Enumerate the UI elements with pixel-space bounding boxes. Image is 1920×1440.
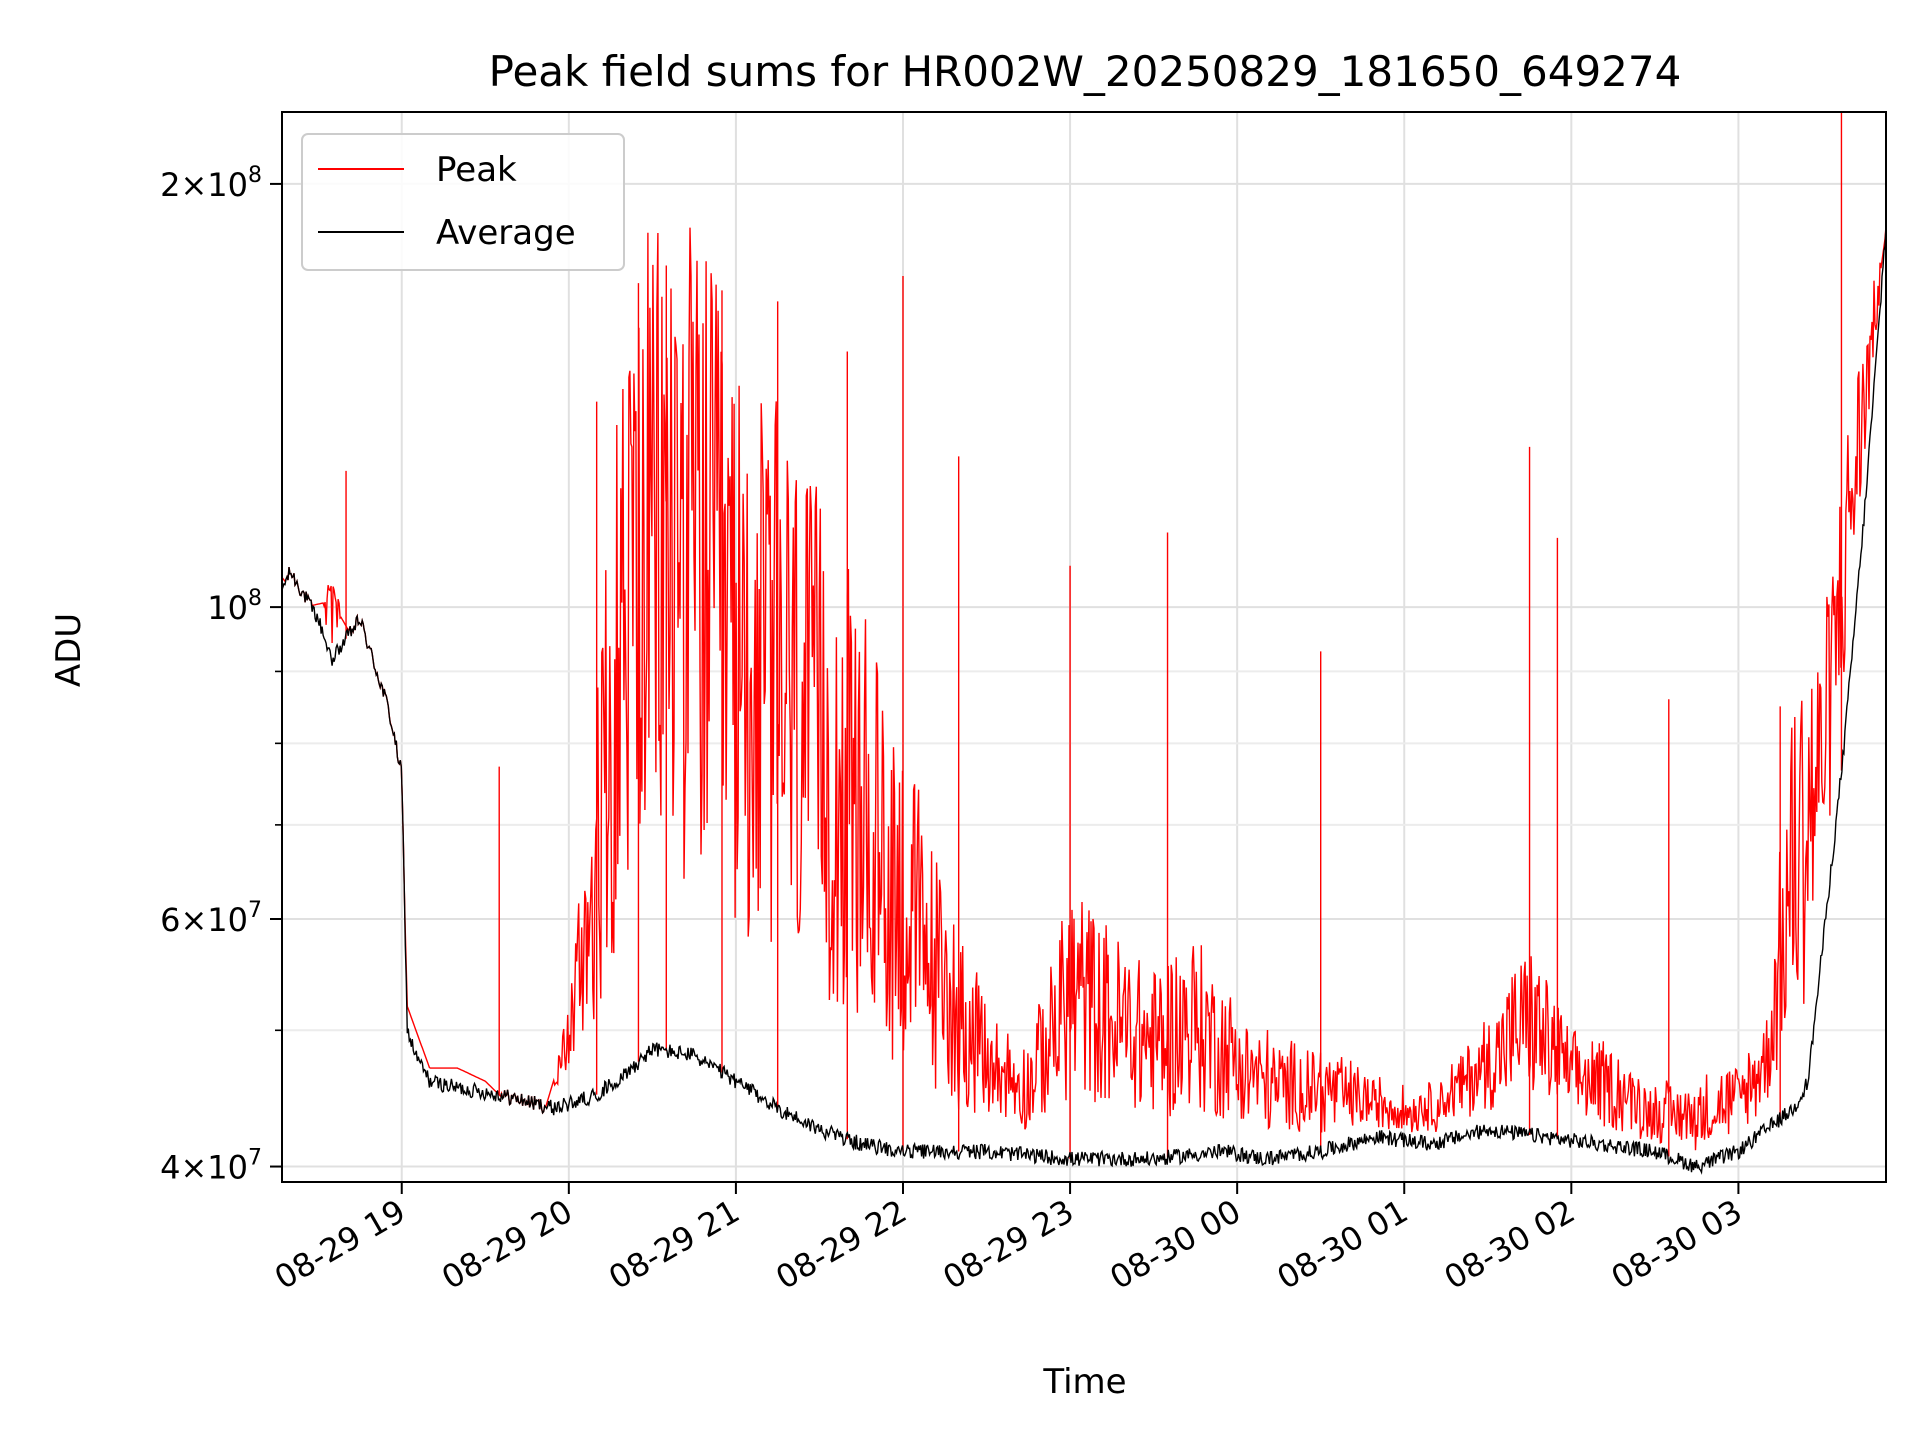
axes-frame: [281, 111, 1887, 1183]
legend: Peak Average: [301, 133, 625, 271]
y-tick-label: 108: [207, 586, 262, 627]
y-tick-label: 2×108: [160, 163, 262, 204]
series-line-peak: [282, 225, 1886, 1151]
y-tick-label: 6×107: [160, 898, 262, 939]
y-tick-label: 4×107: [160, 1146, 262, 1187]
legend-label-peak: Peak: [436, 150, 517, 190]
plot-area: [282, 112, 1886, 1175]
legend-label-average: Average: [436, 213, 576, 253]
series-line-average: [282, 225, 1886, 1175]
x-axis-label: Time: [1042, 1362, 1126, 1402]
chart-title: Peak field sums for HR002W_20250829_1816…: [489, 47, 1682, 96]
y-axis-label: ADU: [49, 613, 89, 687]
